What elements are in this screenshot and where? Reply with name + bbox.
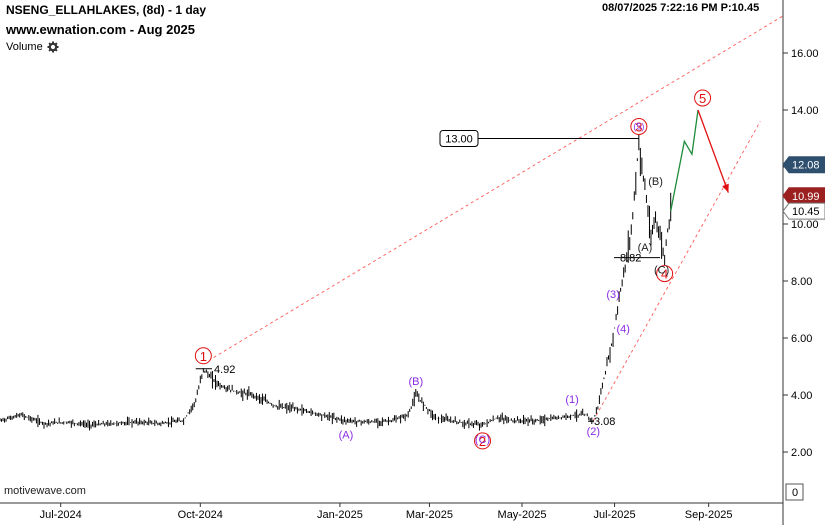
y-tick-label: 16.00 xyxy=(791,48,819,60)
wave-label-primary: 1 xyxy=(200,349,207,364)
wave-label-minor: (C) xyxy=(475,434,490,446)
wave-label-minor: (2) xyxy=(587,426,600,438)
status-readout: 08/07/2025 7:22:16 PM P:10.45 xyxy=(602,2,759,14)
x-tick-label: Oct-2024 xyxy=(178,509,223,521)
price-tag-label: 8.82 xyxy=(620,253,641,265)
price-tag-label: 13.00 xyxy=(445,134,473,146)
wave-label-primary-circle xyxy=(194,347,212,365)
wave-label-minor: (A) xyxy=(339,430,354,442)
x-tick-label: Jan-2025 xyxy=(317,509,363,521)
wave-label-primary: 2 xyxy=(479,434,486,449)
y-tick-label-zero: 0 xyxy=(792,487,798,499)
timestamp: 08/07/2025 7:22:16 PM xyxy=(602,2,718,14)
x-tick-label: May-2025 xyxy=(498,509,547,521)
wave-label-primary: 3 xyxy=(635,120,642,135)
y-tick-label: 6.00 xyxy=(791,333,812,345)
volume-label: Volume xyxy=(6,41,43,53)
projection-path xyxy=(670,109,699,212)
x-tick-label: Mar-2025 xyxy=(406,509,453,521)
axis-tag-box xyxy=(782,202,825,220)
volume-indicator[interactable]: Volume xyxy=(6,41,59,53)
price-tag-box xyxy=(439,130,479,147)
channel-line-1 xyxy=(203,15,784,365)
wave-label-primary-circle xyxy=(630,118,648,135)
gear-icon[interactable] xyxy=(47,41,59,53)
wave-label-primary: 4 xyxy=(661,267,668,282)
wave-label-minor: (B) xyxy=(408,376,423,388)
y-tick-label: 4.00 xyxy=(791,390,812,402)
y-tick-label: 14.00 xyxy=(791,105,819,117)
price-tag-label: 4.92 xyxy=(214,364,235,376)
wave-label-correction: (C) xyxy=(654,265,669,277)
chart-title: NSENG_ELLAHLAKES, (8d) - 1 day xyxy=(6,3,207,17)
x-tick-label: Jul-2025 xyxy=(593,509,635,521)
watermark: motivewave.com xyxy=(4,485,86,497)
x-tick-label: Sep-2025 xyxy=(685,509,733,521)
projection-arrowhead xyxy=(722,183,729,193)
wave-label-primary-circle xyxy=(694,89,712,107)
price-tag-label: 3.08 xyxy=(594,416,615,428)
wave-label-minor: (4) xyxy=(616,323,629,335)
y-tick-label: 2.00 xyxy=(791,447,812,459)
wave-label-minor: (3) xyxy=(606,289,619,301)
wave-label-primary: 5 xyxy=(699,91,706,106)
wave-label-correction: (B) xyxy=(648,176,663,188)
x-tick-label: Jul-2024 xyxy=(40,509,82,521)
axis-tag-box xyxy=(782,156,825,174)
y-tick-label: 8.00 xyxy=(791,276,812,288)
axis-tag-label: 10.45 xyxy=(792,206,820,218)
chart-subtitle: www.ewnation.com - Aug 2025 xyxy=(6,22,196,37)
projection-arrow-line xyxy=(697,109,729,193)
axis-tag-label: 12.08 xyxy=(792,160,820,172)
zero-tag-box xyxy=(785,483,804,501)
wave-label-primary-circle xyxy=(474,432,492,450)
wave-label-correction: (A) xyxy=(638,242,653,254)
wave-label-minor: (5) xyxy=(633,122,644,132)
wave-label-minor: (1) xyxy=(565,394,578,406)
y-tick-label: 10.00 xyxy=(791,219,819,231)
wave-label-primary-circle xyxy=(656,265,674,283)
channel-line-2 xyxy=(592,121,761,421)
axis-tag-box xyxy=(782,187,825,205)
axis-tag-label: 10.99 xyxy=(792,191,820,203)
last-price-readout: P:10.45 xyxy=(720,2,760,14)
